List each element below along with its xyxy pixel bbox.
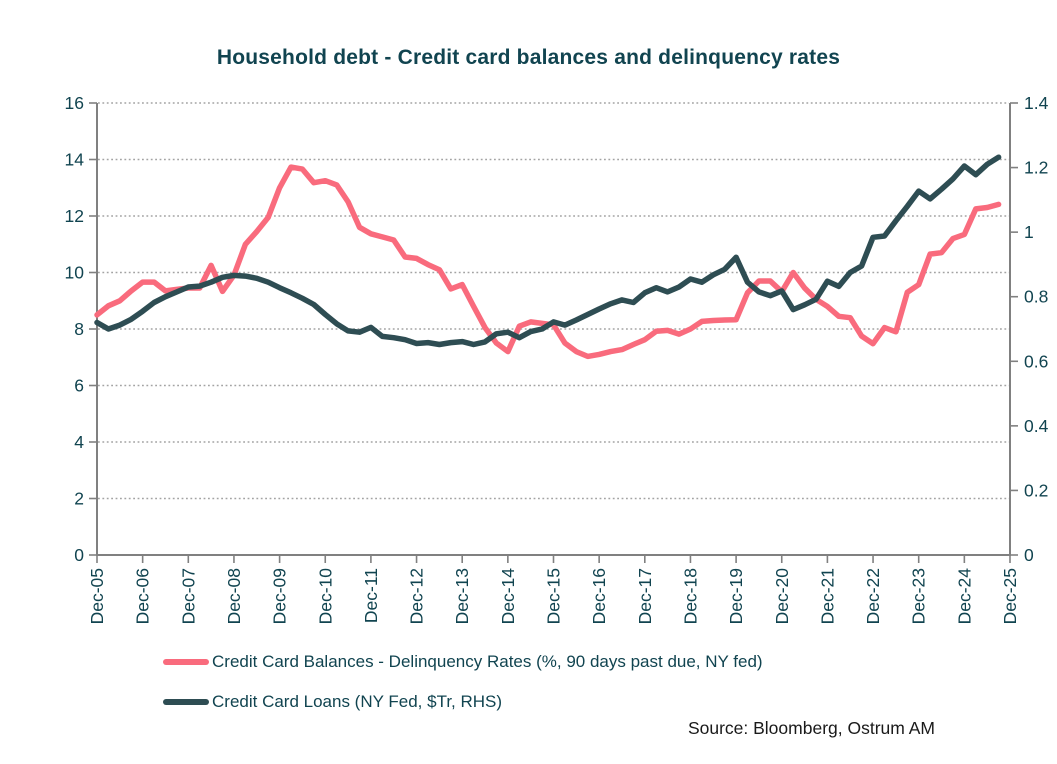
x-tick-label: Dec-16: [589, 568, 609, 624]
x-tick-label: Dec-21: [817, 568, 837, 624]
y-left-tick-label: 16: [65, 93, 84, 113]
y-right-tick-label: 1.4: [1024, 93, 1049, 113]
x-tick-label: Dec-22: [863, 568, 883, 624]
x-tick-label: Dec-20: [772, 568, 792, 625]
x-tick-label: Dec-08: [224, 568, 244, 624]
horizontal-gridlines: [98, 102, 1009, 500]
y-right-tick-label: 0.8: [1024, 287, 1048, 307]
y-left-tick-label: 2: [74, 489, 84, 509]
x-tick-label: Dec-12: [407, 568, 427, 624]
x-tick-label: Dec-25: [1000, 568, 1020, 624]
x-tick-label: Dec-19: [726, 568, 746, 624]
y-left-tick-label: 14: [65, 150, 85, 170]
legend-label: Credit Card Loans (NY Fed, $Tr, RHS): [212, 692, 503, 711]
x-tick-label: Dec-09: [270, 568, 290, 624]
x-tick-label: Dec-14: [498, 568, 518, 625]
legend-item-credit-card-loans: Credit Card Loans (NY Fed, $Tr, RHS): [163, 692, 502, 712]
y-right-tick-label: 1.2: [1024, 158, 1048, 178]
x-tick-label: Dec-10: [315, 568, 335, 625]
legend-item-delinquency-rates: Credit Card Balances - Delinquency Rates…: [163, 652, 763, 672]
y-left-tick-label: 10: [65, 263, 85, 283]
y-left-tick-label: 4: [74, 432, 84, 452]
chart-title: Household debt - Credit card balances an…: [216, 46, 841, 69]
x-tick-label: Dec-07: [178, 568, 198, 624]
y-left-tick-label: 6: [74, 376, 84, 396]
x-tick-label: Dec-23: [909, 568, 929, 624]
x-tick-label: Dec-18: [680, 568, 700, 624]
credit-card-loans-line: [94, 154, 1002, 348]
y-right-tick-label: 0: [1024, 545, 1034, 565]
y-left-tick-label: 12: [65, 206, 84, 226]
y-left-tick-label: 0: [74, 545, 84, 565]
axis-ticks: [89, 102, 1018, 563]
legend-label: Credit Card Balances - Delinquency Rates…: [212, 652, 763, 671]
y-right-tick-label: 0.4: [1024, 416, 1049, 436]
teal-line-swatch-icon: [163, 699, 209, 705]
source-attribution: Source: Bloomberg, Ostrum AM: [687, 718, 935, 738]
x-tick-label: Dec-11: [361, 568, 381, 623]
x-tick-label: Dec-17: [635, 568, 655, 624]
y-right-tick-label: 0.2: [1024, 480, 1048, 500]
y-left-tick-label: 8: [74, 319, 84, 339]
y-right-tick-label: 0.6: [1024, 351, 1048, 371]
x-tick-label: Dec-05: [87, 568, 107, 624]
pink-line-swatch-icon: [163, 659, 209, 665]
y-right-tick-label: 1: [1024, 222, 1034, 242]
x-tick-label: Dec-15: [544, 568, 564, 624]
x-tick-label: Dec-06: [133, 568, 153, 624]
x-tick-label: Dec-24: [954, 568, 974, 625]
x-tick-label: Dec-13: [452, 568, 472, 624]
axis-tick-labels: 0 2 4 6 8 10 12 14 16 0 0.2 0.4 0.6 0.8 1 1.2 1.4 Dec-05 D…: [65, 93, 1049, 624]
